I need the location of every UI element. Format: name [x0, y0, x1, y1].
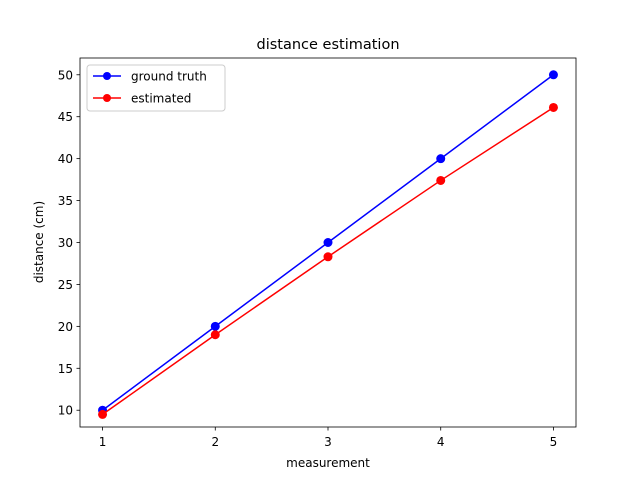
- y-tick-label-7: 45: [58, 110, 73, 124]
- legend-box: [86, 64, 226, 112]
- series-0-point-4: [548, 70, 558, 80]
- series-1-point-0: [98, 409, 108, 419]
- series-1-point-4: [548, 102, 558, 112]
- y-tick-label-6: 40: [58, 152, 73, 166]
- y-tick-label-5: 35: [58, 194, 73, 208]
- series-1-point-1: [210, 330, 220, 340]
- x-tick-label-0: 1: [99, 435, 107, 449]
- x-axis-label: measurement: [286, 456, 370, 470]
- legend-swatch-marker-0: [103, 72, 111, 80]
- y-tick-label-1: 15: [58, 362, 73, 376]
- y-axis-label: distance (cm): [32, 201, 46, 283]
- series-1-point-3: [436, 175, 446, 185]
- y-tick-label-0: 10: [58, 404, 73, 418]
- y-tick-label-4: 30: [58, 236, 73, 250]
- series-0-point-3: [436, 154, 446, 164]
- legend-label-0: ground truth: [131, 70, 207, 84]
- series-0-point-1: [210, 321, 220, 331]
- x-tick-label-2: 3: [324, 435, 332, 449]
- plot-area: [98, 70, 558, 419]
- chart-title: distance estimation: [256, 37, 399, 53]
- x-tick-label-3: 4: [437, 435, 445, 449]
- y-tick-label-3: 25: [58, 278, 73, 292]
- series-1-point-2: [323, 252, 333, 262]
- legend-label-1: estimated: [131, 92, 191, 106]
- legend-swatch-marker-1: [103, 94, 111, 102]
- series-0-point-2: [323, 238, 333, 247]
- legend: ground truth estimated: [86, 64, 226, 112]
- y-tick-label-8: 50: [58, 68, 73, 82]
- y-tick-label-2: 20: [58, 320, 73, 334]
- x-tick-label-4: 5: [550, 435, 558, 449]
- x-tick-label-1: 2: [211, 435, 219, 449]
